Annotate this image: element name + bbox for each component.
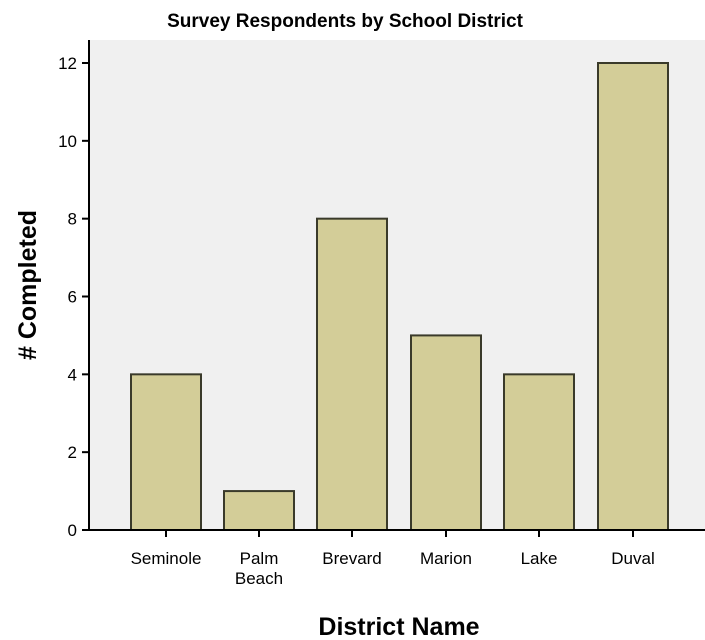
x-category-label: Duval	[611, 549, 654, 568]
y-tick-label: 6	[68, 288, 77, 307]
bars-group	[130, 62, 669, 532]
bar-seminole	[130, 373, 202, 532]
y-tick-label: 2	[68, 443, 77, 462]
y-tick-label: 10	[58, 132, 77, 151]
bar-marion	[410, 334, 482, 531]
y-tick-label: 0	[68, 521, 77, 540]
bar-lake	[503, 373, 575, 532]
x-axis-title: District Name	[318, 613, 479, 640]
y-tick-label: 8	[68, 210, 77, 229]
y-axis-title: # Completed	[14, 210, 42, 360]
bar-brevard	[316, 217, 388, 532]
chart-title: Survey Respondents by School District	[167, 11, 523, 32]
x-category-label: Lake	[521, 549, 558, 568]
x-axis-categories: Seminole Palm Beach Brevard Marion Lake Duval	[131, 530, 655, 588]
x-category-label: Palm Beach	[235, 549, 283, 588]
y-tick-label: 12	[58, 54, 77, 73]
x-category-label: Seminole	[131, 549, 202, 568]
y-tick-label: 4	[68, 365, 77, 384]
bar-duval	[597, 62, 669, 531]
x-category-label: Brevard	[322, 549, 382, 568]
x-category-label: Marion	[420, 549, 472, 568]
bar-palm-beach	[223, 490, 295, 532]
y-axis-ticks: 0 2 4 6 8 10 12	[58, 54, 89, 540]
